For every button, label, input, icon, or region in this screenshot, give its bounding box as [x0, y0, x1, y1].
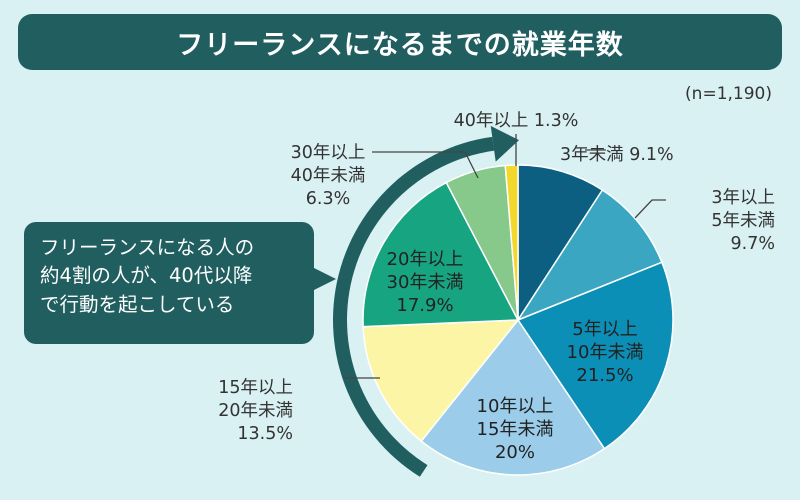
slice-label-1-line-1: 3年未満 9.1% — [560, 145, 674, 165]
slice-label-3-line-2: 10年未満 — [567, 342, 644, 363]
slice-labels: 3年未満 9.1%3年以上 5年未満 9.7%5年以上 10年未満 21.5%10年以上… — [218, 111, 775, 463]
pie-slices — [362, 164, 674, 476]
trend-arc — [332, 136, 495, 477]
slice-label-8: 40年以上 1.3% — [454, 111, 579, 131]
pie-slice-8 — [504, 164, 519, 321]
callout-line-1: フリーランスになる人の — [40, 236, 255, 259]
pie-slice-5 — [362, 319, 520, 443]
chart-title: フリーランスになるまでの就業年数 — [18, 14, 782, 70]
slice-label-3: 5年以上 10年未満 21.5% — [567, 319, 644, 386]
slice-label-5: 15年以上 20年未満 13.5% — [218, 378, 293, 444]
slice-label-6: 20年以上 30年未満 17.9% — [387, 249, 464, 316]
leader-line-7 — [372, 151, 479, 179]
slice-label-4-line-1: 10年以上 — [477, 396, 554, 417]
slice-label-2-line-2: 5年未満 — [711, 211, 775, 231]
pie-slice-6 — [362, 181, 520, 328]
slice-label-8-line-1: 40年以上 1.3% — [454, 111, 579, 131]
pie-slice-2 — [516, 188, 663, 322]
callout-line-2: 約4割の人が、40代以降 — [40, 264, 253, 288]
callout-pointer — [308, 265, 336, 293]
trend-arc-arrow — [332, 125, 519, 477]
slice-label-5-line-3: 13.5% — [237, 424, 293, 444]
slice-label-3-line-3: 21.5% — [576, 365, 633, 386]
slice-label-7-line-3: 6.3% — [306, 189, 350, 209]
pie-slice-1 — [517, 164, 604, 323]
slice-label-7: 30年以上 40年未満 6.3% — [291, 143, 366, 209]
slice-label-6-line-1: 20年以上 — [387, 249, 464, 270]
callout-line-3: で行動を起こしている — [40, 292, 235, 316]
slice-label-6-line-2: 30年未満 — [387, 272, 464, 293]
slice-label-2-line-3: 9.7% — [731, 234, 775, 254]
trend-arrowhead — [490, 125, 519, 162]
slice-label-5-line-2: 20年未満 — [218, 401, 293, 421]
slice-label-2-line-1: 3年以上 — [711, 188, 775, 208]
slice-label-4: 10年以上 15年未満 20% — [477, 396, 554, 463]
leader-line-2 — [634, 199, 666, 219]
slice-label-4-line-3: 20% — [495, 442, 535, 463]
slice-label-7-line-2: 40年未満 — [291, 166, 366, 186]
pie-slice-4 — [420, 318, 606, 476]
slice-label-3-line-1: 5年以上 — [572, 319, 637, 340]
slice-label-7-line-1: 30年以上 — [291, 143, 366, 163]
slice-label-6-line-3: 17.9% — [396, 295, 453, 316]
slice-label-5-line-1: 15年以上 — [218, 378, 293, 398]
slice-label-4-line-2: 15年未満 — [477, 419, 554, 440]
callout-box: フリーランスになる人の 約4割の人が、40代以降 で行動を起こしている — [24, 222, 314, 344]
pie-slice-3 — [516, 261, 674, 450]
slice-label-2: 3年以上 5年未満 9.7% — [711, 188, 775, 254]
slice-label-1: 3年未満 9.1% — [560, 145, 674, 165]
sample-size-note: (n=1,190) — [685, 84, 772, 104]
leader-lines — [344, 134, 666, 379]
